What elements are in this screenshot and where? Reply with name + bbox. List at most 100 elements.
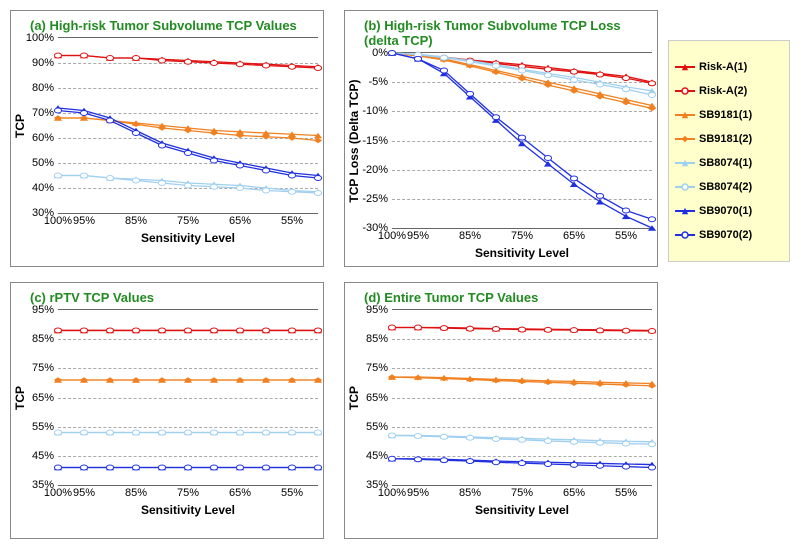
legend-swatch: [675, 205, 695, 217]
y-tick-label: 100%: [20, 32, 54, 44]
x-tick-label: 75%: [511, 230, 533, 242]
series-marker: [236, 163, 243, 168]
series-marker: [132, 430, 139, 435]
series-marker: [544, 73, 551, 78]
x-tick-label: 85%: [125, 215, 147, 227]
legend: Risk-A(1)Risk-A(2)SB9181(1)SB9181(2)SB80…: [668, 40, 790, 262]
series-marker: [440, 458, 447, 463]
series-marker: [414, 434, 421, 439]
legend-swatch: [675, 157, 695, 169]
series-marker: [184, 430, 191, 435]
series-marker: [314, 176, 321, 181]
y-tick-label: 80%: [20, 82, 54, 94]
series-marker: [106, 56, 113, 61]
x-ticks: 100%95%85%75%65%55%: [58, 487, 318, 501]
legend-item: SB9070(2): [675, 229, 783, 241]
y-tick-label: 55%: [20, 421, 54, 433]
series-marker: [414, 457, 421, 462]
chart-b-plot: TCP Loss (Delta TCP) Sensitivity Level -…: [392, 52, 652, 229]
series-marker: [314, 465, 321, 470]
x-tick-label: 55%: [281, 487, 303, 499]
series-marker: [622, 328, 629, 333]
series-marker: [388, 456, 395, 461]
series-marker: [596, 328, 603, 333]
x-tick-label: 100%: [44, 215, 72, 227]
series-marker: [492, 115, 499, 120]
x-tick-label: 85%: [125, 487, 147, 499]
series-marker: [414, 325, 421, 330]
series-marker: [80, 328, 87, 333]
series-marker: [596, 463, 603, 468]
series-marker: [106, 465, 113, 470]
y-tick-label: 45%: [354, 450, 388, 462]
charts-grid: (a) High-risk Tumor Subvolume TCP Values…: [10, 10, 658, 539]
y-tick-label: 90%: [20, 57, 54, 69]
chart-c-plot: TCP Sensitivity Level 35%45%55%65%75%85%…: [58, 309, 318, 486]
legend-label: Risk-A(1): [699, 61, 747, 73]
series-marker: [314, 328, 321, 333]
series-marker: [262, 63, 269, 68]
x-tick-label: 100%: [378, 230, 406, 242]
legend-label: SB8074(1): [699, 157, 752, 169]
series-marker: [132, 328, 139, 333]
series-marker: [596, 440, 603, 445]
y-tick-label: -10%: [354, 105, 388, 117]
series-marker: [544, 156, 551, 161]
series-marker: [570, 439, 577, 444]
series-marker: [132, 131, 139, 136]
series-marker: [622, 464, 629, 469]
series-marker: [492, 436, 499, 441]
series-marker: [570, 328, 577, 333]
y-tick-label: 60%: [20, 132, 54, 144]
y-tick-label: 95%: [20, 304, 54, 316]
series-marker: [288, 189, 295, 194]
series-marker: [288, 465, 295, 470]
y-tick-label: 40%: [20, 182, 54, 194]
series-marker: [54, 173, 61, 178]
series-marker: [622, 441, 629, 446]
y-tick-label: 85%: [20, 333, 54, 345]
series-marker: [648, 465, 655, 470]
x-tick-label: 65%: [563, 487, 585, 499]
series-marker: [106, 328, 113, 333]
legend-item: SB8074(1): [675, 157, 783, 169]
chart-d-title: (d) Entire Tumor TCP Values: [360, 290, 542, 305]
series-marker: [492, 327, 499, 332]
series-marker: [570, 176, 577, 181]
legend-swatch: [675, 85, 695, 97]
series-marker: [466, 459, 473, 464]
y-tick-label: 65%: [20, 392, 54, 404]
x-tick-label: 75%: [177, 215, 199, 227]
series-marker: [518, 437, 525, 442]
x-tick-label: 100%: [44, 487, 72, 499]
y-tick-label: 65%: [354, 392, 388, 404]
series-marker: [158, 465, 165, 470]
x-tick-label: 85%: [459, 487, 481, 499]
x-tick-label: 65%: [229, 215, 251, 227]
series-marker: [544, 327, 551, 332]
series-marker: [106, 118, 113, 123]
x-tick-label: 65%: [563, 230, 585, 242]
series-marker: [544, 462, 551, 467]
legend-item: Risk-A(1): [675, 61, 783, 73]
series-marker: [466, 91, 473, 96]
series-marker: [236, 328, 243, 333]
x-tick-label: 100%: [378, 487, 406, 499]
series-marker: [388, 325, 395, 330]
series-marker: [518, 461, 525, 466]
series-marker: [132, 178, 139, 183]
legend-item: Risk-A(2): [675, 85, 783, 97]
series-marker: [570, 69, 577, 74]
chart-c: (c) rPTV TCP Values TCP Sensitivity Leve…: [10, 282, 324, 539]
x-ticks: 100%95%85%75%65%55%: [58, 215, 318, 229]
x-tick-label: 65%: [229, 487, 251, 499]
series-marker: [622, 208, 629, 213]
series-marker: [184, 183, 191, 188]
chart-a-title: (a) High-risk Tumor Subvolume TCP Values: [26, 18, 301, 33]
x-tick-label: 55%: [615, 487, 637, 499]
legend-item: SB9181(1): [675, 109, 783, 121]
series-marker: [80, 111, 87, 116]
series-marker: [262, 328, 269, 333]
x-tick-label: 95%: [407, 230, 429, 242]
series-marker: [54, 108, 61, 113]
